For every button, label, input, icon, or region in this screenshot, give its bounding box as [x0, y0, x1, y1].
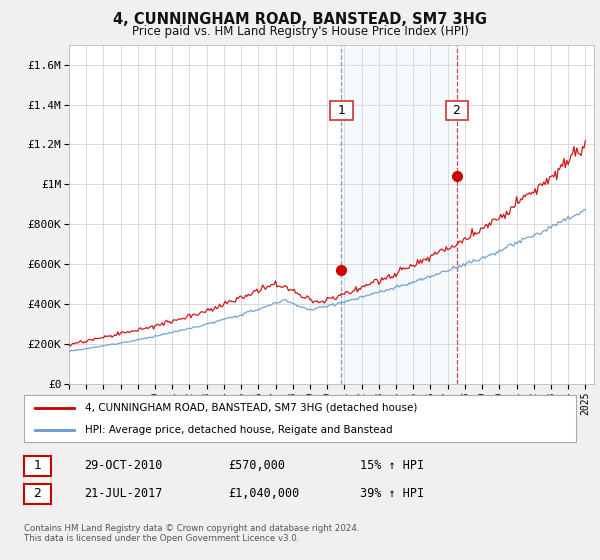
- Text: £570,000: £570,000: [228, 459, 285, 473]
- Text: Contains HM Land Registry data © Crown copyright and database right 2024.
This d: Contains HM Land Registry data © Crown c…: [24, 524, 359, 543]
- Text: 21-JUL-2017: 21-JUL-2017: [84, 487, 163, 501]
- Text: 15% ↑ HPI: 15% ↑ HPI: [360, 459, 424, 473]
- Text: 4, CUNNINGHAM ROAD, BANSTEAD, SM7 3HG (detached house): 4, CUNNINGHAM ROAD, BANSTEAD, SM7 3HG (d…: [85, 403, 417, 413]
- Text: 29-OCT-2010: 29-OCT-2010: [84, 459, 163, 473]
- Text: 1: 1: [34, 459, 41, 473]
- Text: Price paid vs. HM Land Registry's House Price Index (HPI): Price paid vs. HM Land Registry's House …: [131, 25, 469, 38]
- Text: 2: 2: [449, 104, 465, 117]
- Text: £1,040,000: £1,040,000: [228, 487, 299, 501]
- Text: 1: 1: [334, 104, 349, 117]
- Text: 39% ↑ HPI: 39% ↑ HPI: [360, 487, 424, 501]
- Text: HPI: Average price, detached house, Reigate and Banstead: HPI: Average price, detached house, Reig…: [85, 424, 392, 435]
- Text: 2: 2: [34, 487, 41, 501]
- Bar: [341, 45, 457, 384]
- Text: 4, CUNNINGHAM ROAD, BANSTEAD, SM7 3HG: 4, CUNNINGHAM ROAD, BANSTEAD, SM7 3HG: [113, 12, 487, 27]
